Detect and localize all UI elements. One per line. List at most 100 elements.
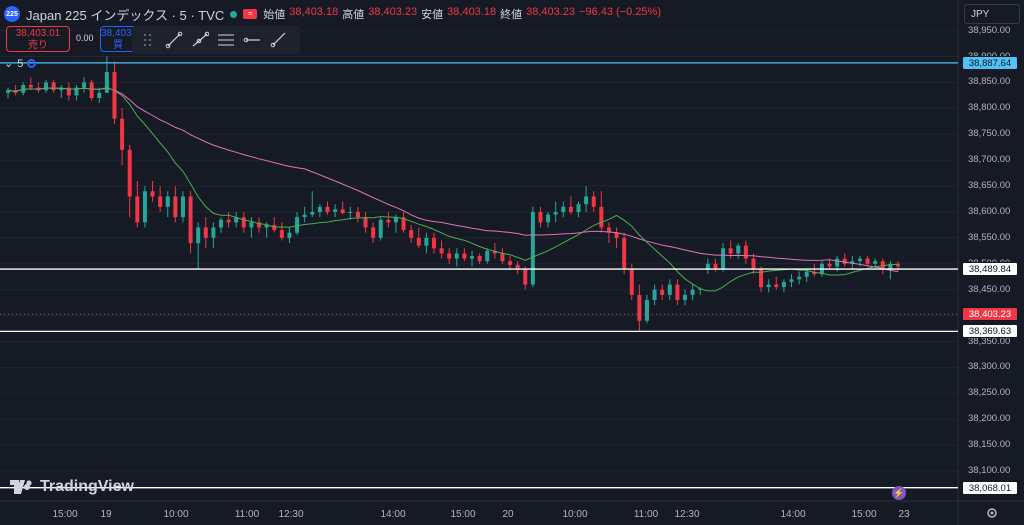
- y-tick-label: 38,950.00: [968, 24, 1011, 36]
- candle-body: [599, 206, 604, 228]
- candle-body: [393, 217, 398, 223]
- candle-body: [218, 219, 223, 228]
- candle-body: [660, 289, 665, 295]
- candle-body: [873, 261, 878, 264]
- candle-body: [51, 82, 56, 91]
- candle-body: [576, 204, 581, 212]
- candle-body: [287, 232, 292, 238]
- ohlc-open-value: 38,403.18: [289, 6, 339, 18]
- candle-body: [371, 227, 376, 238]
- candle-body: [850, 261, 855, 264]
- path-icon[interactable]: [190, 30, 210, 50]
- y-tick-label: 38,300.00: [968, 361, 1011, 373]
- candle-body: [629, 268, 634, 295]
- candle-body: [279, 230, 284, 238]
- buy-price: 38,403: [101, 28, 132, 39]
- symbol-logo[interactable]: 225: [4, 6, 20, 22]
- candle-body: [743, 245, 748, 259]
- candle-body: [454, 253, 459, 259]
- x-tick-label: 14:00: [380, 509, 406, 520]
- candle-body: [97, 92, 102, 98]
- candle-body: [211, 227, 216, 238]
- y-tick-label: 38,800.00: [968, 102, 1011, 114]
- candle-body: [173, 196, 178, 218]
- price-line-label[interactable]: 38,489.84: [962, 262, 1018, 277]
- candle-body: [705, 263, 710, 269]
- y-tick-label: 38,250.00: [968, 387, 1011, 399]
- candle-body: [842, 258, 847, 264]
- candle-body: [6, 90, 10, 93]
- candle-body: [112, 72, 117, 119]
- candle-body: [431, 237, 436, 249]
- candle-body: [158, 196, 163, 207]
- chart-header: 225 Japan 225 インデックス · 5 · TVC ≈ 始値 38,40…: [4, 4, 661, 24]
- brand-name: TradingView: [40, 478, 134, 495]
- trend-line-icon[interactable]: [164, 30, 184, 50]
- candle-body: [66, 87, 71, 96]
- price-line-label[interactable]: 38,068.01: [962, 480, 1018, 495]
- candle-body: [295, 217, 300, 233]
- x-tick-label: 11:00: [234, 509, 260, 520]
- candle-body: [226, 219, 231, 223]
- candle-body: [120, 118, 125, 150]
- drag-handle-icon[interactable]: [138, 30, 158, 50]
- market-status-badge[interactable]: ≈: [243, 9, 258, 19]
- candle-body: [553, 211, 558, 215]
- candle-body: [363, 217, 368, 228]
- parallel-lines-icon[interactable]: [216, 30, 236, 50]
- alert-ring-icon[interactable]: [27, 59, 37, 68]
- candle-body: [644, 300, 649, 321]
- candle-body: [378, 219, 383, 238]
- candle-body: [622, 237, 627, 269]
- horizontal-ray-icon[interactable]: [242, 30, 262, 50]
- y-tick-label: 38,750.00: [968, 128, 1011, 140]
- candle-body: [127, 149, 132, 197]
- candle-body: [736, 245, 741, 254]
- ray-icon[interactable]: [268, 30, 288, 50]
- y-tick-label: 38,150.00: [968, 439, 1011, 451]
- candle-body: [447, 253, 452, 259]
- chevron-down-icon[interactable]: ⌄: [4, 58, 14, 70]
- buy-button[interactable]: 38,403 買: [100, 26, 136, 52]
- buy-label: 買: [113, 40, 123, 51]
- x-tick-label: 20: [502, 509, 514, 520]
- candle-body: [584, 196, 589, 205]
- symbol-title[interactable]: Japan 225 インデックス · 5 · TVC: [26, 7, 225, 23]
- candle-body: [865, 258, 870, 264]
- x-tick-label: 23: [898, 509, 910, 520]
- interval-label: 5: [17, 57, 24, 70]
- candle-body: [135, 196, 140, 223]
- candle-body: [508, 261, 513, 265]
- drawing-toolbar: [132, 26, 300, 54]
- candle-body: [515, 264, 520, 269]
- price-line-label[interactable]: 38,369.63: [962, 324, 1018, 339]
- candle-body: [667, 284, 672, 295]
- interval-selector[interactable]: ⌄ 5: [4, 57, 37, 70]
- candle-body: [797, 276, 802, 280]
- x-tick-label: 19: [100, 509, 112, 520]
- ohlc-high-value: 38,403.23: [368, 6, 418, 18]
- candle-body: [409, 230, 414, 238]
- candle-body: [561, 206, 566, 212]
- candle-body: [439, 248, 444, 254]
- candle-body: [82, 82, 87, 88]
- y-tick-label: 38,200.00: [968, 413, 1011, 425]
- tradingview-logo[interactable]: TradingView: [10, 478, 134, 496]
- candle-body: [257, 222, 262, 228]
- sell-button[interactable]: 38,403.01 売り: [6, 26, 70, 52]
- candle-body: [470, 256, 475, 259]
- candle-body: [317, 206, 322, 212]
- candle-body: [652, 289, 657, 301]
- lightning-icon[interactable]: ⚡: [892, 486, 906, 500]
- candle-body: [386, 219, 391, 223]
- candle-body: [675, 284, 680, 301]
- price-line-label[interactable]: 38,403.23: [962, 306, 1018, 321]
- currency-button[interactable]: JPY: [964, 4, 1020, 24]
- price-line-label[interactable]: 38,887.64: [962, 55, 1018, 70]
- candle-body: [196, 227, 201, 244]
- gear-icon[interactable]: [986, 507, 998, 519]
- candle-body: [234, 217, 239, 223]
- candle-body: [721, 248, 726, 269]
- candle-body: [759, 268, 764, 288]
